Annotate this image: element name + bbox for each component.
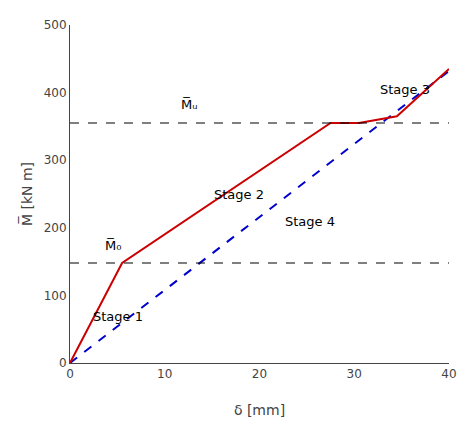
svg-text:Stage 2: Stage 2 — [214, 187, 264, 202]
svg-text:100: 100 — [44, 289, 67, 303]
svg-text:300: 300 — [44, 153, 67, 167]
svg-text:400: 400 — [44, 86, 67, 100]
svg-text:200: 200 — [44, 221, 67, 235]
svg-text:10: 10 — [157, 367, 172, 381]
svg-text:Stage 1: Stage 1 — [93, 309, 143, 324]
svg-text:500: 500 — [44, 18, 67, 32]
svg-text:20: 20 — [252, 367, 267, 381]
svg-text:0: 0 — [59, 356, 67, 370]
svg-text:Stage 4: Stage 4 — [285, 214, 335, 229]
svg-text:M̅ᵤ: M̅ᵤ — [181, 97, 197, 112]
svg-text:M̅ [kN m]: M̅ [kN m] — [18, 162, 35, 226]
svg-text:δ [mm]: δ [mm] — [234, 402, 285, 418]
svg-text:Stage 3: Stage 3 — [380, 82, 430, 97]
svg-text:30: 30 — [347, 367, 362, 381]
svg-text:M̅₀: M̅₀ — [105, 238, 121, 253]
svg-text:0: 0 — [66, 367, 74, 381]
svg-text:40: 40 — [441, 367, 456, 381]
